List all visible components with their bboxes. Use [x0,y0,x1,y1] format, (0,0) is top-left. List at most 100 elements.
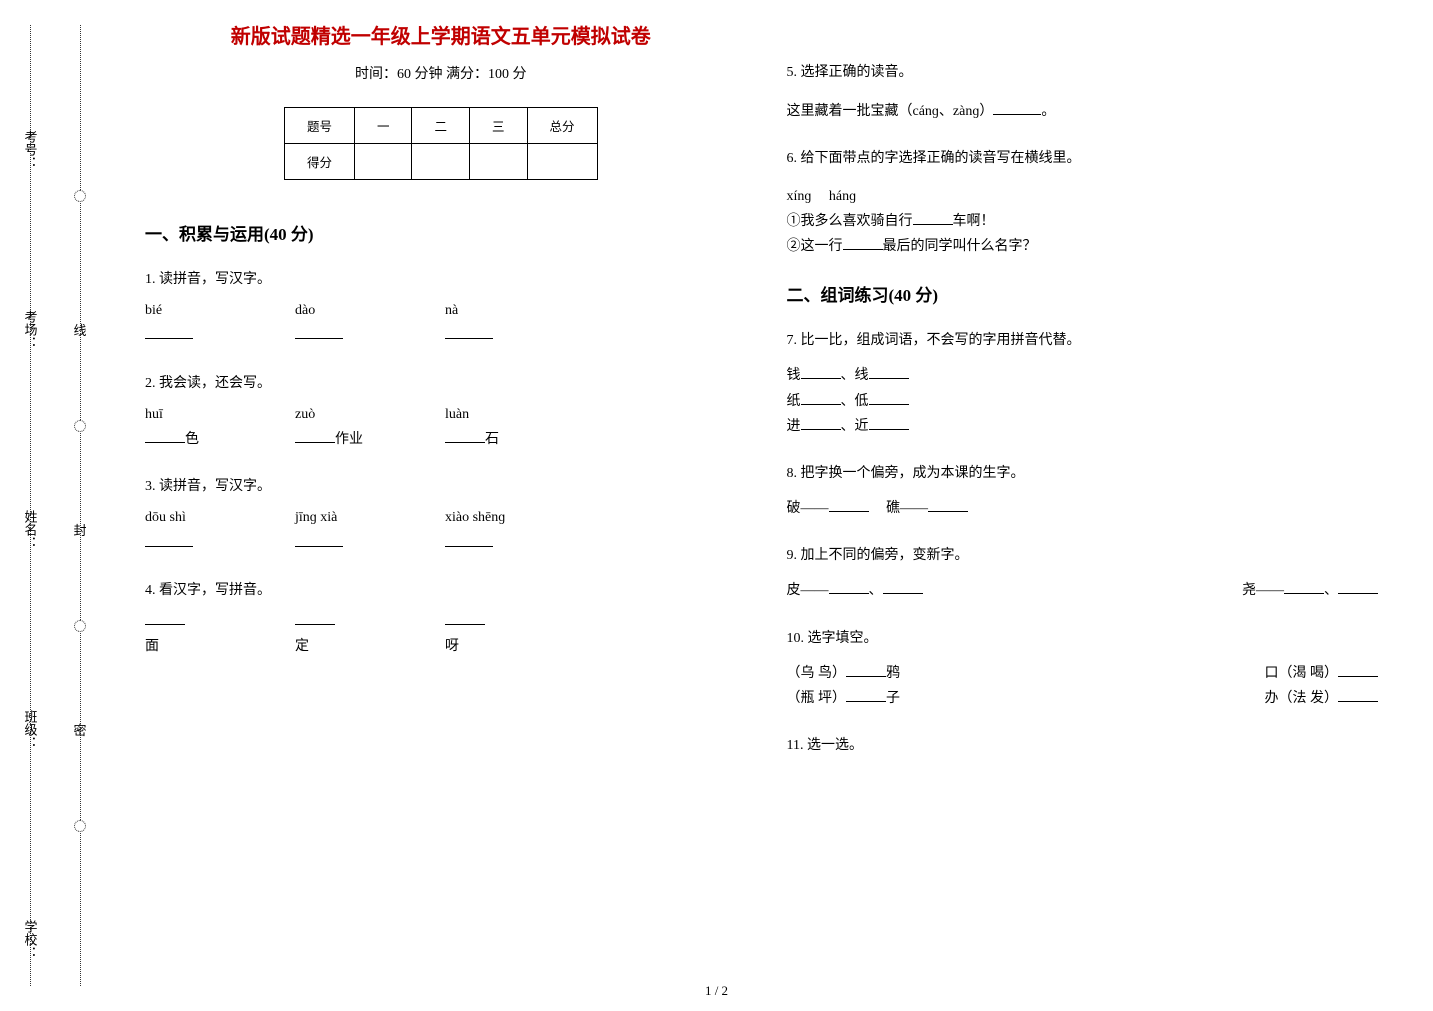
answer-blank[interactable] [295,324,343,339]
answer-blank[interactable] [801,364,841,379]
question-9: 9. 加上不同的偏旁，变新字。 皮——、 尧——、 [787,543,1379,603]
score-col-header: 二 [412,108,470,144]
answer-blank[interactable] [883,579,923,594]
answer-blank[interactable] [846,687,886,702]
question-prompt: 1. 读拼音，写汉字。 [145,267,737,292]
pinyin-choices: xínɡ hánɡ [787,184,1379,209]
question-6: 6. 给下面带点的字选择正确的读音写在横线里。 xínɡ hánɡ ①我多么喜欢… [787,146,1379,259]
binding-char-xian: 线 [73,320,86,339]
question-line: ②这一行最后的同学叫什么名字？ [787,234,1379,259]
answer-blank[interactable] [869,364,909,379]
column-right: 5. 选择正确的读音。 这里藏着一批宝藏（cánɡ、zànɡ）。 6. 给下面带… [762,20,1404,1001]
section-heading-2: 二、组词练习(40 分) [787,281,1379,306]
pinyin-item: jīnɡ xià [295,505,385,555]
answer-blank[interactable] [445,428,485,443]
section-heading-1: 一、积累与运用(40 分) [145,220,737,245]
score-cell [470,144,528,180]
answer-blank[interactable] [145,531,193,546]
choice-row: （瓶 坪）子 办（法 发） [787,686,1379,711]
exam-title: 新版试题精选一年级上学期语文五单元模拟试卷 [145,20,737,49]
question-prompt: 10. 选字填空。 [787,626,1379,651]
pair-line: 纸、低 [787,389,1379,414]
question-11: 11. 选一选。 [787,733,1379,758]
question-prompt: 5. 选择正确的读音。 [787,60,1379,85]
answer-blank[interactable] [1284,579,1324,594]
score-cell [412,144,470,180]
binding-label-room: 考场： [21,310,40,349]
answer-blank[interactable] [928,497,968,512]
column-left: 新版试题精选一年级上学期语文五单元模拟试卷 时间：60 分钟 满分：100 分 … [120,20,762,1001]
answer-blank[interactable] [295,428,335,443]
question-prompt: 2. 我会读，还会写。 [145,371,737,396]
score-col-header: 题号 [284,108,354,144]
answer-blank[interactable] [843,235,883,250]
hanzi-item: 定 [295,609,385,659]
answer-blank[interactable] [445,324,493,339]
binding-label-class: 班级： [21,710,40,749]
pinyin-item: huī 色 [145,402,235,452]
pinyin-item: luàn 石 [445,402,535,452]
binding-ring [74,190,86,202]
question-8: 8. 把字换一个偏旁，成为本课的生字。 破—— 礁—— [787,461,1379,521]
question-prompt: 7. 比一比，组成词语，不会写的字用拼音代替。 [787,328,1379,353]
score-col-header: 三 [470,108,528,144]
answer-blank[interactable] [295,531,343,546]
answer-blank[interactable] [801,414,841,429]
answer-blank[interactable] [829,579,869,594]
question-line: 这里藏着一批宝藏（cánɡ、zànɡ）。 [787,99,1379,124]
pinyin-item: bié [145,298,235,348]
dotted-line-outer [30,25,31,986]
answer-blank[interactable] [1338,687,1378,702]
score-cell [527,144,597,180]
question-line: 破—— 礁—— [787,496,1379,521]
binding-label-id: 考号： [21,130,40,169]
answer-blank[interactable] [445,609,485,624]
answer-blank[interactable] [1338,661,1378,676]
question-prompt: 4. 看汉字，写拼音。 [145,578,737,603]
score-col-header: 总分 [527,108,597,144]
pair-line: 钱、线 [787,363,1379,388]
answer-blank[interactable] [1338,579,1378,594]
binding-ring [74,620,86,632]
answer-blank[interactable] [829,497,869,512]
pinyin-item: zuò 作业 [295,402,385,452]
pinyin-item: dōu shì [145,505,235,555]
table-row: 得分 [284,144,597,180]
exam-subtitle: 时间：60 分钟 满分：100 分 [145,63,737,83]
question-line: ①我多么喜欢骑自行车啊！ [787,209,1379,234]
question-prompt: 11. 选一选。 [787,733,1379,758]
score-row-label: 得分 [284,144,354,180]
score-table: 题号 一 二 三 总分 得分 [284,107,598,180]
binding-margin: 学校： 班级： 姓名： 考场： 考号： 密 封 线 [0,0,120,1011]
binding-char-feng: 封 [73,520,86,539]
answer-blank[interactable] [801,389,841,404]
answer-blank[interactable] [145,324,193,339]
question-2: 2. 我会读，还会写。 huī 色 zuò 作业 luàn 石 [145,371,737,453]
answer-blank[interactable] [145,428,185,443]
question-prompt: 3. 读拼音，写汉字。 [145,474,737,499]
hanzi-item: 面 [145,609,235,659]
answer-blank[interactable] [869,389,909,404]
question-5: 5. 选择正确的读音。 这里藏着一批宝藏（cánɡ、zànɡ）。 [787,60,1379,124]
answer-blank[interactable] [846,661,886,676]
answer-blank[interactable] [869,414,909,429]
answer-blank[interactable] [913,209,953,224]
answer-blank[interactable] [993,100,1041,115]
table-row: 题号 一 二 三 总分 [284,108,597,144]
page-number: 1 / 2 [705,983,728,999]
answer-blank[interactable] [445,531,493,546]
question-7: 7. 比一比，组成词语，不会写的字用拼音代替。 钱、线 纸、低 进、近 [787,328,1379,439]
question-4: 4. 看汉字，写拼音。 面 定 呀 [145,578,737,660]
binding-ring [74,820,86,832]
choice-row: （乌 鸟）鸦 口（渴 喝） [787,661,1379,686]
question-prompt: 9. 加上不同的偏旁，变新字。 [787,543,1379,568]
score-col-header: 一 [354,108,412,144]
pinyin-item: xiào shēnɡ [445,505,535,555]
answer-blank[interactable] [145,609,185,624]
question-10: 10. 选字填空。 （乌 鸟）鸦 口（渴 喝） （瓶 坪）子 [787,626,1379,712]
question-prompt: 8. 把字换一个偏旁，成为本课的生字。 [787,461,1379,486]
answer-blank[interactable] [295,609,335,624]
score-cell [354,144,412,180]
pair-line: 进、近 [787,414,1379,439]
binding-label-school: 学校： [21,920,40,959]
